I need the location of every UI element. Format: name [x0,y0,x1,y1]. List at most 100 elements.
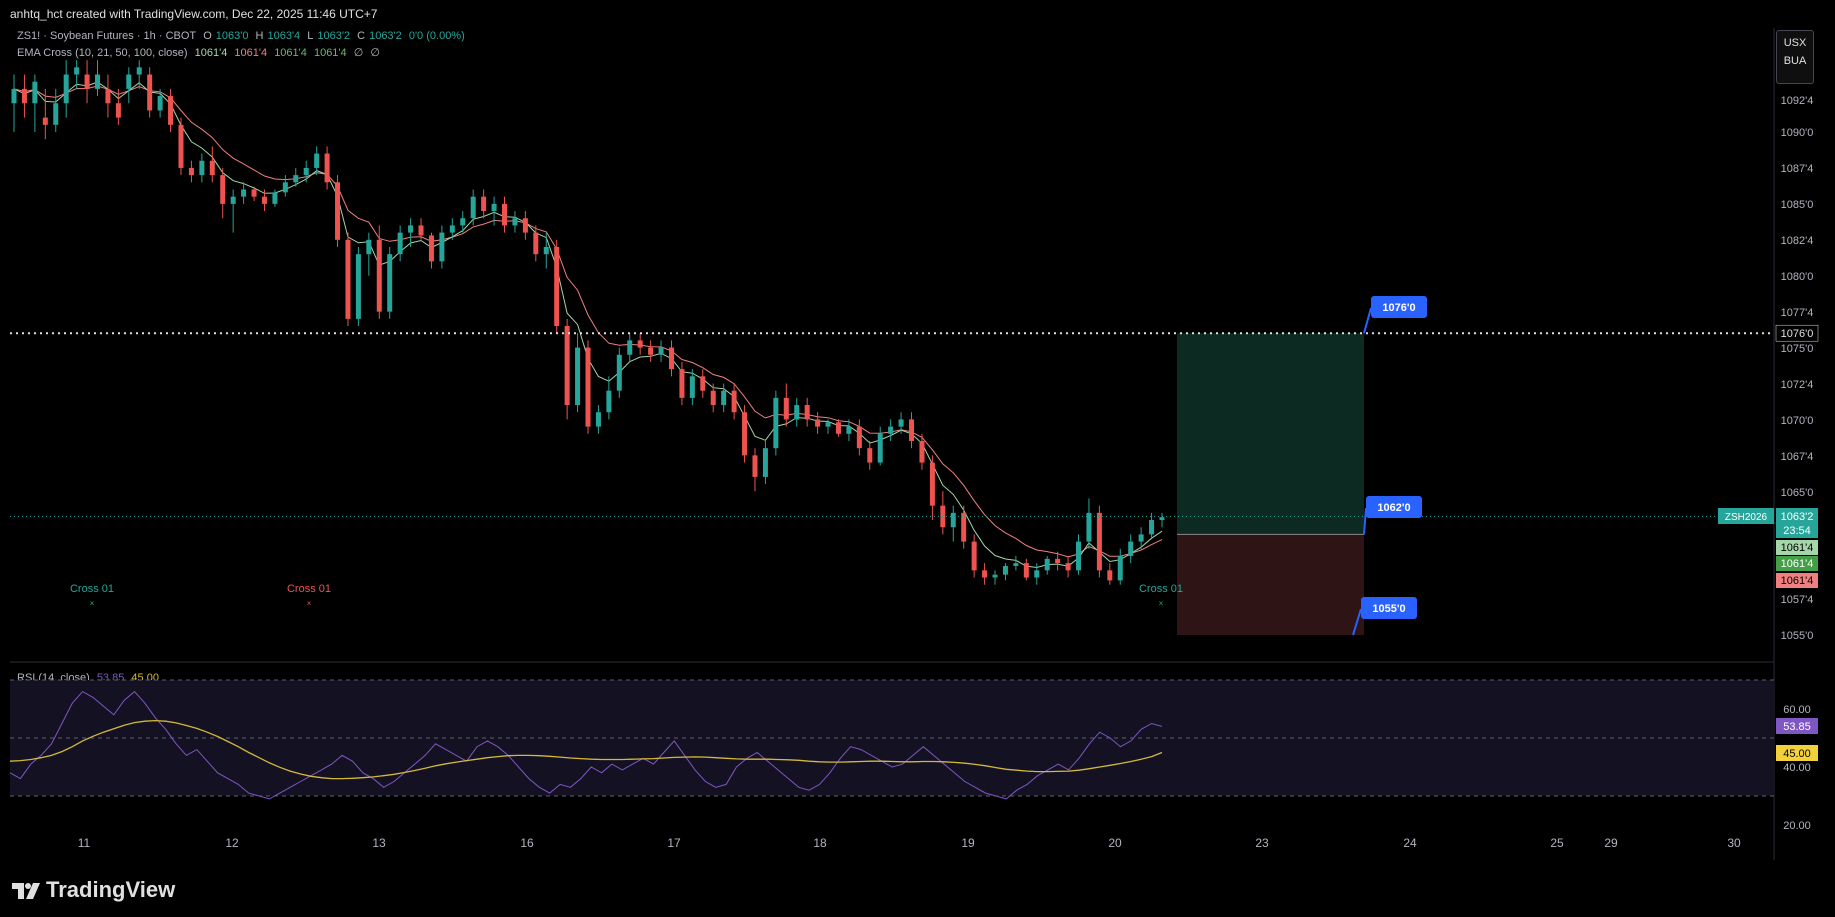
candle-body [950,512,956,528]
candle-body [199,160,205,176]
candle-body [627,340,633,355]
cross-label: Cross 01 [70,583,114,595]
candle-body [982,570,988,578]
ema-slow-tag: 1061'4 [1781,575,1814,587]
candle-body [481,196,487,212]
high-value: 1063'4 [267,30,301,42]
candle-body [575,347,581,406]
candle-body [668,347,674,370]
price-tick-label: 1080'0 [1781,271,1814,283]
time-tick-label: 24 [1403,836,1417,850]
candle-body [418,225,424,236]
candle-body [1117,555,1123,581]
time-tick-label: 19 [961,836,975,850]
candle-body [533,232,539,255]
candles [11,60,1165,585]
countdown-tag: 23:54 [1783,525,1811,537]
cross-marker: × [307,599,312,608]
candle-body [929,462,935,506]
candle-body [126,74,132,89]
price-tick-label: 1067'4 [1781,451,1814,463]
candle-body [168,96,174,125]
candle-body [595,412,601,427]
candle-body [1128,541,1134,556]
currency-button[interactable]: USX [1783,37,1807,49]
current-price-box [1776,508,1818,538]
candle-body [700,376,706,391]
symbol-name[interactable]: ZS1! · Soybean Futures · 1h · CBOT [17,30,197,42]
time-axis[interactable]: 11 12 13 16 17 18 19 20 23 24 25 29 30 [78,836,1741,850]
high-label: H [255,30,264,42]
candle-body [564,326,570,406]
top-bar: anhtq_hct created with TradingView.com, … [0,0,1835,26]
candle-body [63,74,69,104]
position-tool[interactable] [1177,333,1364,635]
candle-body [74,67,80,75]
low-label: L [307,30,314,42]
candle-body [491,203,497,212]
time-tick-label: 23 [1255,836,1269,850]
current-price-tag: 1063'2 [1781,511,1814,523]
ema-fast-line [13,81,1163,569]
entry-label-text: 1062'0 [1377,502,1410,514]
rsi-ma-box [1776,745,1818,761]
candle-body [909,419,915,441]
candle-body [543,246,549,255]
cross-marker: × [90,599,95,608]
candle-body [147,74,153,111]
candle-body [721,390,727,406]
price-tick-label: 1087'4 [1781,163,1814,175]
line-price-tag: 1076'0 [1781,328,1814,340]
price-axis[interactable]: 1092'4 1090'0 1087'4 1085'0 1082'4 1080'0 1077… [1718,95,1819,832]
price-tick-label: 1072'4 [1781,379,1814,391]
price-chart[interactable]: Cross 01 × Cross 01 × Cross 01 × 1076'0 1062'0 1… [0,0,1835,865]
candle-body [21,88,27,104]
rsi-ma-line [9,719,1163,780]
candle-body [1149,520,1155,535]
candle-body [11,88,17,104]
candle-body [762,448,768,477]
candle-body [355,254,361,319]
ema-title[interactable]: EMA Cross (10, 21, 50, 100, close) [17,47,188,59]
candle-body [679,369,685,398]
entry-label-connector [1363,507,1367,535]
ema-fast-tag: 1061'4 [1781,542,1814,554]
candle-body [992,574,998,578]
candle-body [303,167,309,176]
candle-body [1138,534,1144,542]
candle-body [616,354,622,391]
chart-labels: Cross 01 × Cross 01 × Cross 01 × 1076'0 1062'0 1… [70,296,1427,636]
ema-legend[interactable]: EMA Cross (10, 21, 50, 100, close) 1061'… [17,46,384,59]
close-value: 1063'2 [369,30,402,42]
stop-label-connector [1352,608,1362,636]
tradingview-logo-icon [12,883,40,899]
candle-body [742,412,748,456]
unit-button[interactable]: BUA [1783,55,1807,67]
price-tick-label: 1065'0 [1781,487,1814,499]
candle-body [877,433,883,463]
candle-body [376,239,382,312]
candle-body [366,239,372,255]
price-tick-label: 1057'4 [1781,594,1814,606]
time-tick-label: 17 [667,836,681,850]
open-value: 1063'0 [215,30,249,42]
candle-body [710,390,716,406]
candle-body [335,182,341,240]
candle-body [898,419,904,427]
time-tick-label: 16 [520,836,534,850]
candle-body [971,541,977,571]
entry-label-box [1366,496,1422,518]
axis-unit-box[interactable]: USX BUA [1776,30,1814,84]
candle-body [84,74,90,89]
price-tick-label: 1082'4 [1781,235,1814,247]
ema-value-5: ∅ [353,47,364,59]
ema-mid-tag: 1061'4 [1781,558,1814,570]
price-lines [10,332,1774,517]
candle-body [272,192,278,204]
price-tick-label: 1070'0 [1781,415,1814,427]
time-tick-label: 29 [1604,836,1618,850]
candle-body [1023,563,1029,578]
target-zone [1177,333,1364,535]
symbol-tag: ZSH2026 [1725,512,1768,523]
symbol-legend[interactable]: ZS1! · Soybean Futures · 1h · CBOT O 1063… [17,30,469,42]
